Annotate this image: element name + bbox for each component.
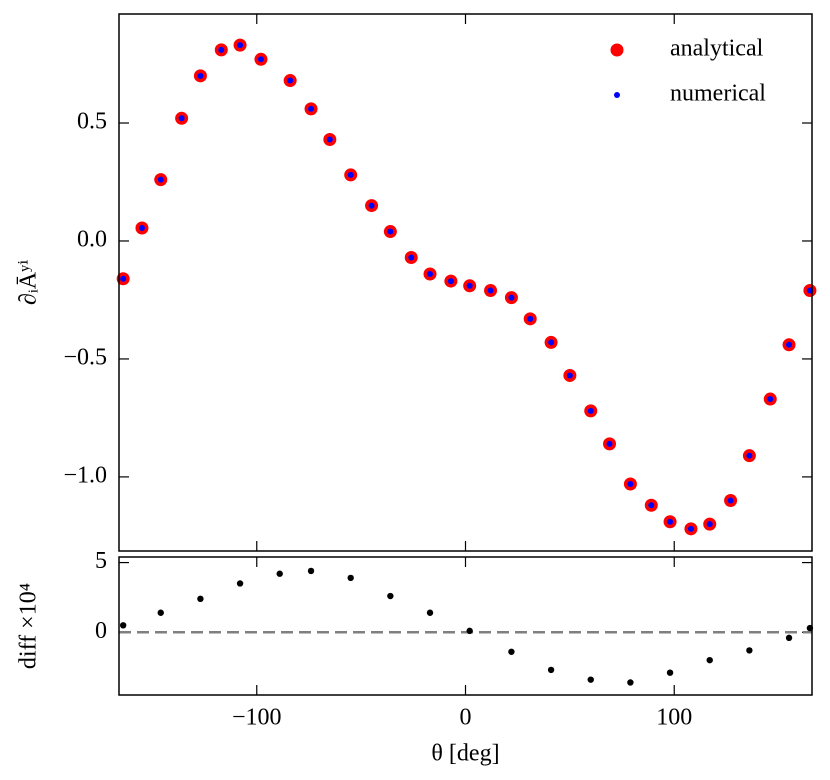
point xyxy=(508,294,515,301)
point xyxy=(347,574,354,582)
y-tick-label: −0.5 xyxy=(63,344,107,370)
point xyxy=(648,502,655,509)
y-tick-label: 0.0 xyxy=(77,226,107,252)
point xyxy=(627,679,634,686)
legend-marker xyxy=(610,43,624,57)
point xyxy=(426,609,434,616)
y-axis-label: diff ×10⁴ xyxy=(16,583,42,669)
point xyxy=(308,105,315,112)
point xyxy=(197,595,204,603)
plot-frame xyxy=(118,13,813,552)
y-tick-label: −1.0 xyxy=(63,462,107,488)
point xyxy=(387,228,394,235)
point xyxy=(138,224,145,231)
point xyxy=(197,72,204,79)
point xyxy=(157,609,164,616)
legend-marker xyxy=(614,92,620,98)
point xyxy=(427,271,434,278)
point xyxy=(548,339,555,346)
point xyxy=(447,278,454,285)
x-tick-label: 100 xyxy=(656,705,692,731)
point xyxy=(746,452,753,459)
point xyxy=(287,77,294,84)
y-tick-label: 0.5 xyxy=(77,109,107,135)
point xyxy=(746,647,753,654)
point xyxy=(786,341,793,348)
x-tick-label: −100 xyxy=(232,705,282,731)
point xyxy=(587,676,594,683)
point xyxy=(566,372,573,379)
point xyxy=(466,627,473,635)
point xyxy=(178,115,185,122)
point xyxy=(527,315,534,322)
point xyxy=(236,580,244,587)
point xyxy=(706,656,713,664)
point xyxy=(387,592,394,600)
point xyxy=(785,634,793,642)
y-axis-label: ∂ᵢĀʸⁱ xyxy=(16,260,42,305)
point xyxy=(667,518,674,525)
y-tick-label: 0 xyxy=(95,618,107,644)
point xyxy=(627,480,634,487)
y-tick-label: 5 xyxy=(95,548,107,574)
point xyxy=(157,176,164,183)
legend-label: numerical xyxy=(670,81,766,107)
point xyxy=(606,440,613,447)
x-axis-label: θ [deg] xyxy=(431,741,499,767)
point xyxy=(487,287,494,294)
point xyxy=(547,666,555,674)
point xyxy=(508,648,515,655)
point xyxy=(666,669,674,676)
point xyxy=(276,570,283,577)
point xyxy=(408,254,415,261)
point xyxy=(326,136,333,143)
point xyxy=(767,396,774,403)
point xyxy=(368,202,375,209)
point xyxy=(706,521,713,528)
point xyxy=(218,46,225,53)
point xyxy=(466,282,473,289)
point xyxy=(347,171,354,178)
point xyxy=(120,275,127,282)
plot-frame xyxy=(118,556,813,696)
point xyxy=(587,407,594,414)
point xyxy=(237,42,244,49)
legend-label: analytical xyxy=(670,36,764,62)
point xyxy=(727,497,734,504)
point xyxy=(119,622,127,629)
point xyxy=(307,567,315,575)
point xyxy=(257,56,264,63)
point xyxy=(687,525,694,532)
x-tick-label: 0 xyxy=(460,705,472,731)
